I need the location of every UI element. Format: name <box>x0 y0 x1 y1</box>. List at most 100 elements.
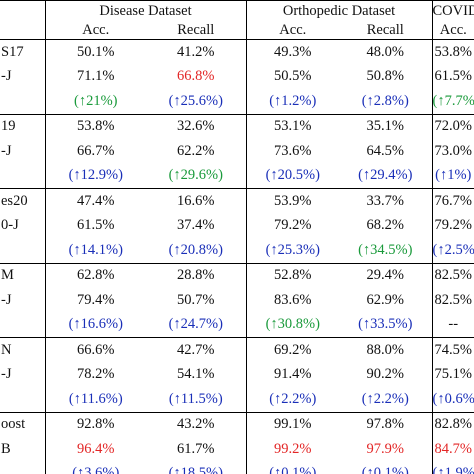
table-row: (↑16.6%) (↑24.7%) (↑30.8%) (↑33.5%) -- <box>0 312 474 338</box>
model-name-cell: 0-J <box>1 217 19 234</box>
table-cell: (↑18.5%) <box>168 465 223 474</box>
model-name-cell: M <box>0 262 45 288</box>
table-cell: 74.5% <box>431 337 474 363</box>
metric-header-ortho-recall: Recall <box>366 21 404 38</box>
table-cell: 52.8% <box>245 262 340 288</box>
model-name-cell: es20 <box>0 188 45 214</box>
table-cell: 66.6% <box>44 337 146 363</box>
table-row: -J 66.7% 62.2% 73.6% 64.5% 73.0% <box>0 139 474 164</box>
table-cell: (↑33.5%) <box>358 316 413 333</box>
table-cell: 41.2% <box>146 39 247 65</box>
table-cell: 32.6% <box>146 113 247 139</box>
table-cell: (↑2.8%) <box>361 92 409 109</box>
table-cell: 61.5% <box>431 64 474 89</box>
table-cell: 66.8% <box>177 68 215 85</box>
table-cell: (↑0.6%) <box>431 387 474 412</box>
table-cell: 71.1% <box>44 64 146 89</box>
table-cell: 29.4% <box>339 262 433 288</box>
model-name-cell <box>0 238 45 263</box>
table-cell: (↑29.4%) <box>358 167 413 184</box>
model-name-cell <box>0 387 45 412</box>
table-cell: (↑16.6%) <box>44 312 146 338</box>
table-cell: 79.4% <box>44 288 146 313</box>
metric-header-row: Acc. Recall Acc. Recall Acc. <box>0 21 474 40</box>
table-cell: 37.4% <box>177 217 215 234</box>
table-cell: 64.5% <box>366 142 404 159</box>
table-cell: 53.8% <box>44 113 146 139</box>
table-cell: 48.0% <box>339 39 433 65</box>
model-name-cell <box>0 313 45 338</box>
table-cell: 75.1% <box>431 362 474 387</box>
table-body: S17 50.1% 41.2% 49.3% 48.0% 53.8% -J 71.1% 66.8%… <box>0 39 474 474</box>
metric-header-ortho-acc: Acc. <box>245 21 340 40</box>
table-cell: 33.7% <box>339 188 433 214</box>
table-cell: 79.2% <box>431 213 474 238</box>
table-cell: 53.9% <box>245 188 340 214</box>
model-name-cell: S17 <box>0 39 45 65</box>
table-cell: 96.4% <box>44 437 146 462</box>
table-cell: 73.0% <box>431 139 474 164</box>
table-cell: 53.1% <box>245 113 340 139</box>
table-row: -J 71.1% 66.8% 50.5% 50.8% 61.5% <box>0 64 474 89</box>
table-cell: (↑25.6%) <box>168 92 223 109</box>
table-cell: (↑2.2%) <box>361 390 409 407</box>
table-row: S17 50.1% 41.2% 49.3% 48.0% 53.8% <box>0 39 474 65</box>
table-cell: (↑0.1%) <box>245 461 340 474</box>
table-cell: 72.0% <box>431 113 474 139</box>
table-cell: 76.7% <box>431 188 474 214</box>
table-row: 0-J 61.5% 37.4% 79.2% 68.2% 79.2% <box>0 213 474 238</box>
table-cell: 82.5% <box>431 262 474 288</box>
table-cell: 83.6% <box>245 288 340 313</box>
table-cell: 61.5% <box>44 213 146 238</box>
table-cell: (↑2.2%) <box>245 387 340 412</box>
dataset-header-orthopedic: Orthopedic Dataset <box>245 0 433 21</box>
table-row: B 96.4% 61.7% 99.2% 97.9% 84.7% <box>0 437 474 462</box>
table-cell: (↑24.7%) <box>168 316 223 333</box>
table-cell: 84.7% <box>431 437 474 462</box>
table-cell: (↑25.3%) <box>245 238 340 263</box>
model-name-cell: 19 <box>0 113 45 139</box>
table-cell: (↑2.5%) <box>431 238 474 263</box>
model-name-cell: -J <box>1 142 12 159</box>
table-row: M 62.8% 28.8% 52.8% 29.4% 82.5% <box>0 262 474 288</box>
table-cell: (↑3.6%) <box>44 461 146 474</box>
table-cell: 73.6% <box>245 139 340 164</box>
metric-header-disease-recall: Recall <box>177 21 215 38</box>
table-cell: (↑7.7%) <box>431 89 474 114</box>
table-cell: 43.2% <box>146 411 247 437</box>
model-header-blank <box>0 21 45 40</box>
model-name-cell: oost <box>0 411 45 437</box>
table-row: es20 47.4% 16.6% 53.9% 33.7% 76.7% <box>0 188 474 214</box>
table-cell: (↑30.8%) <box>245 312 340 338</box>
table-cell: 62.2% <box>177 142 215 159</box>
table-cell: 50.7% <box>177 291 215 308</box>
table-cell: 28.8% <box>146 262 247 288</box>
table-cell: 88.0% <box>339 337 433 363</box>
table-cell: 78.2% <box>44 362 146 387</box>
table-cell: 99.1% <box>245 411 340 437</box>
table-cell: 90.2% <box>366 366 404 383</box>
table-cell: 53.8% <box>431 39 474 65</box>
table-row: 19 53.8% 32.6% 53.1% 35.1% 72.0% <box>0 113 474 139</box>
table-row: (↑14.1%) (↑20.8%) (↑25.3%) (↑34.5%) (↑2.5%) <box>0 238 474 263</box>
model-name-cell: -J <box>1 366 12 383</box>
dataset-header-covid: COVID-19 <box>431 0 474 21</box>
dataset-header-row: Disease Dataset Orthopedic Dataset COVID… <box>0 0 474 21</box>
table-row: N 66.6% 42.7% 69.2% 88.0% 74.5% <box>0 337 474 363</box>
table-cell: (↑0.1%) <box>361 465 409 474</box>
table-cell: (↑1.9%) <box>431 461 474 474</box>
metric-header-disease-acc: Acc. <box>44 21 146 40</box>
table-cell: (↑29.6%) <box>168 167 223 184</box>
table-row: -J 78.2% 54.1% 91.4% 90.2% 75.1% <box>0 362 474 387</box>
table-cell: 66.7% <box>44 139 146 164</box>
table-cell: 61.7% <box>177 440 215 457</box>
model-name-cell: B <box>1 440 11 457</box>
table-cell: 47.4% <box>44 188 146 214</box>
table-cell: 92.8% <box>44 411 146 437</box>
model-name-cell: -J <box>1 68 12 85</box>
table-row: (↑3.6%) (↑18.5%) (↑0.1%) (↑0.1%) (↑1.9%) <box>0 461 474 474</box>
table-cell: (↑1.2%) <box>245 89 340 114</box>
table-cell: 35.1% <box>339 113 433 139</box>
